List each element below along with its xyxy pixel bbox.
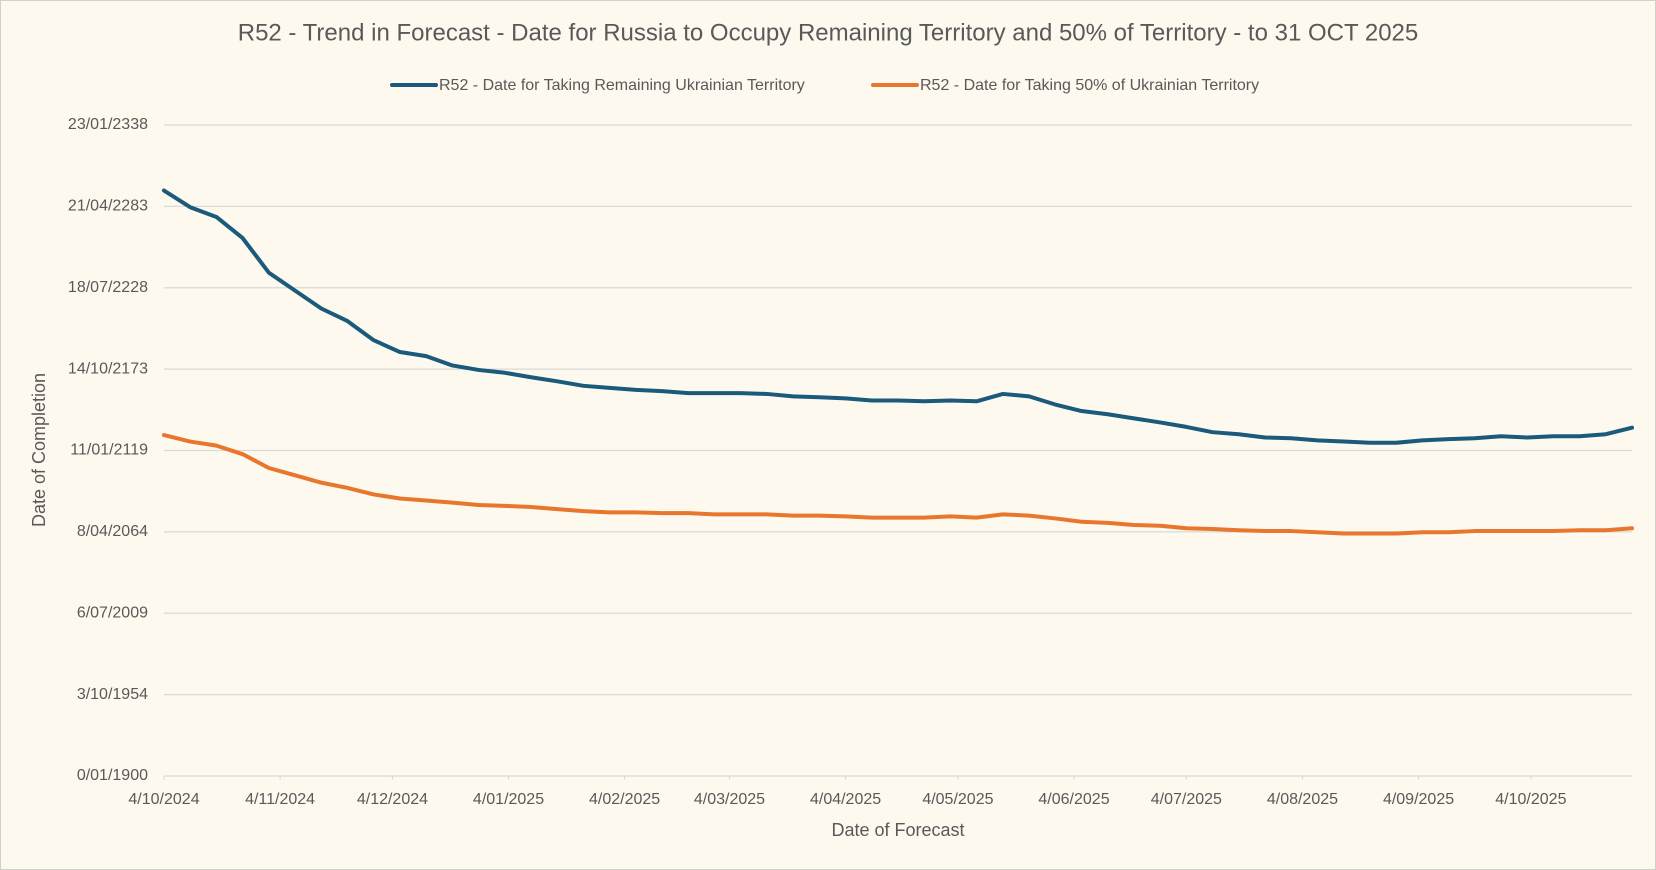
line-series (162, 433, 1634, 536)
y-tick-label: 6/07/2009 (77, 604, 148, 621)
legend-label: R52 - Date for Taking 50% of Ukrainian T… (920, 77, 1259, 94)
x-tick-label: 4/12/2024 (357, 791, 428, 808)
y-axis-title: Date of Completion (29, 373, 49, 527)
x-tick-label: 4/10/2024 (128, 791, 199, 808)
y-tick-label: 11/01/2119 (70, 442, 148, 459)
x-tick-label: 4/03/2025 (694, 791, 765, 808)
x-tick-label: 4/06/2025 (1038, 791, 1109, 808)
y-tick-label: 0/01/1900 (77, 767, 148, 784)
line-series (162, 188, 1634, 445)
x-tick-label: 4/02/2025 (589, 791, 660, 808)
y-tick-label: 3/10/1954 (77, 686, 148, 703)
x-tick-label: 4/04/2025 (810, 791, 881, 808)
legend-label: R52 - Date for Taking Remaining Ukrainia… (439, 77, 805, 94)
x-tick-label: 4/09/2025 (1383, 791, 1454, 808)
x-tick-label: 4/05/2025 (922, 791, 993, 808)
x-tick-label: 4/11/2024 (245, 791, 315, 808)
x-tick-label: 4/01/2025 (473, 791, 544, 808)
x-tick-label: 4/08/2025 (1267, 791, 1338, 808)
y-tick-label: 8/04/2064 (77, 523, 148, 540)
y-tick-label: 18/07/2228 (68, 279, 148, 296)
y-tick-label: 21/04/2283 (68, 198, 148, 215)
x-axis-title: Date of Forecast (831, 820, 964, 840)
x-tick-label: 4/07/2025 (1151, 791, 1222, 808)
x-tick-label: 4/10/2025 (1495, 791, 1566, 808)
y-tick-label: 23/01/2338 (68, 116, 148, 133)
y-tick-label: 14/10/2173 (68, 360, 148, 377)
chart-title: R52 - Trend in Forecast - Date for Russi… (238, 19, 1419, 46)
